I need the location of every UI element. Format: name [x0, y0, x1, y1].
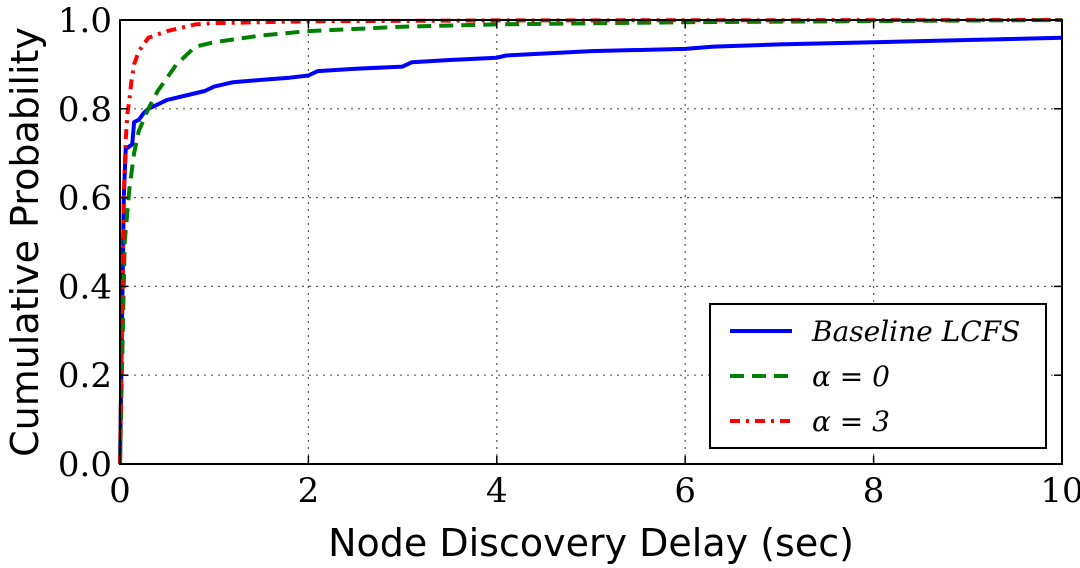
legend-label-1: Baseline LCFS — [811, 315, 1020, 348]
plot-frame — [119, 19, 1063, 465]
x-tick-label: 2 — [298, 471, 320, 511]
x-tick-label: 0 — [109, 471, 131, 511]
series-layer — [118, 18, 1063, 465]
legend-label-2: α = 0 — [812, 360, 890, 393]
y-tick-label: 0.2 — [58, 356, 112, 396]
x-tick-label: 10 — [1040, 471, 1080, 511]
y-tick-label: 0.4 — [58, 267, 112, 307]
x-axis-title: Node Discovery Delay (sec) — [328, 521, 854, 565]
legend: Baseline LCFS α = 0 α = 3 — [709, 303, 1047, 449]
y-tick-label: 1.0 — [58, 1, 112, 41]
series-line-1 — [118, 35, 1063, 465]
x-tick-label: 8 — [863, 471, 885, 511]
legend-label-3: α = 3 — [812, 405, 890, 438]
series-line-3 — [118, 18, 1063, 465]
series-line-2 — [118, 18, 1063, 465]
y-axis-title: Cumulative Probability — [3, 27, 47, 457]
x-tick-label: 6 — [674, 471, 696, 511]
y-tick-label: 0.6 — [58, 179, 112, 219]
y-tick-label: 0.0 — [58, 445, 112, 485]
y-tick-label: 0.8 — [58, 90, 112, 130]
x-tick-label: 4 — [486, 471, 508, 511]
axis-ticks — [119, 19, 1063, 465]
axis-tick-labels: 0 2 4 6 8 10 0.0 0.2 0.4 0.6 0.8 1.0 — [58, 1, 1080, 511]
